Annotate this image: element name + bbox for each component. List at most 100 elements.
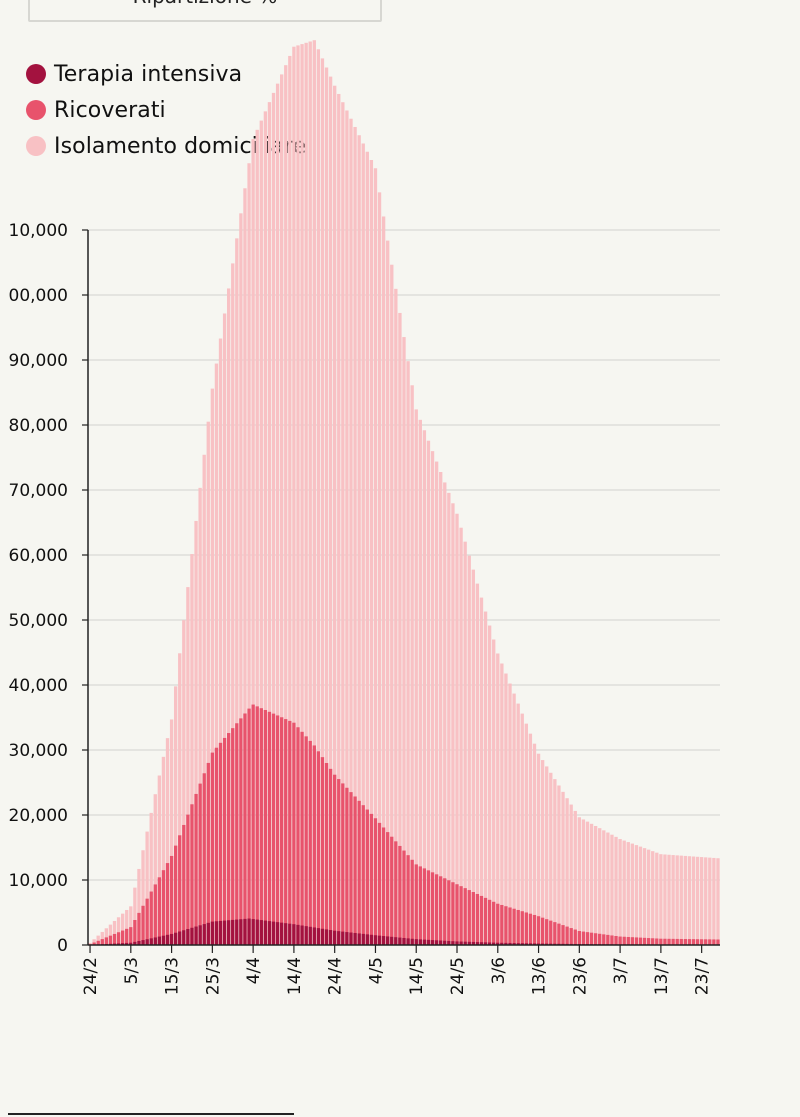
bar-segment [439, 940, 443, 945]
bar-segment [390, 936, 394, 945]
bar-segment [561, 791, 565, 945]
bar-segment [206, 922, 210, 945]
bar-segment [259, 708, 263, 945]
bar-segment [577, 931, 581, 945]
bar-segment [361, 805, 365, 945]
bar-segment [243, 188, 247, 945]
bar-segment [520, 943, 524, 945]
bar-segment [202, 924, 206, 945]
bar-segment [451, 941, 455, 945]
bar-segment [141, 905, 145, 945]
bar-segment [634, 845, 639, 945]
bar-segment [553, 779, 557, 945]
bar-segment [422, 868, 427, 945]
bar-segment [557, 785, 561, 945]
bar-segment [447, 492, 451, 945]
bar-segment [687, 939, 692, 945]
bar-segment [532, 943, 537, 945]
bar-segment [292, 722, 296, 945]
bar-segment [178, 931, 182, 945]
bar-segment [210, 921, 215, 945]
bar-segment [173, 932, 178, 945]
bar-segment [337, 779, 341, 945]
bar-segment [231, 263, 235, 945]
bar-segment [479, 597, 484, 945]
bar-segment [532, 743, 537, 945]
bar-segment [271, 92, 276, 945]
x-tick-label: 13/6 [530, 957, 550, 995]
bar-segment [308, 926, 312, 945]
bar-segment [292, 924, 296, 945]
bar-segment [125, 909, 129, 945]
bar-segment [516, 703, 520, 945]
bar-segment [182, 930, 186, 945]
bar-segment [280, 922, 284, 945]
bar-segment [377, 192, 382, 945]
x-tick-labels: 24/2 5/3 15/3 25/3 4/4 14/4 24/4 4/5 14/5 24/5 3/6… [81, 957, 713, 995]
bar-segment [284, 719, 288, 945]
bar-segment [394, 841, 398, 945]
bar-segment [528, 943, 533, 945]
legend-swatch-terapia-intensiva [26, 64, 46, 84]
bar-segment [679, 938, 683, 945]
bar-segment [426, 870, 431, 945]
bar-segment [646, 938, 651, 945]
partition-box[interactable]: Ripartizione % [28, 0, 382, 22]
bar-segment [516, 943, 520, 945]
bar-segment [271, 921, 276, 945]
bar-segment [157, 775, 162, 945]
bar-segment [512, 693, 516, 945]
y-tick-label: 90,000 [9, 351, 68, 371]
bar-segment [222, 313, 227, 946]
bar-segment [304, 926, 308, 945]
bar-segment [133, 887, 137, 945]
bar-segment [418, 866, 422, 945]
bar-segment [459, 527, 463, 945]
bar-segment [569, 804, 573, 945]
bar-segment [443, 940, 447, 945]
bar-segment [100, 939, 104, 945]
legend-label: Terapia intensiva [54, 61, 243, 87]
bar-segment [471, 892, 475, 945]
bar-segment [149, 891, 153, 945]
legend-item-ricoverati[interactable]: Ricoverati [26, 92, 306, 128]
bar-segment [483, 897, 488, 946]
bar-segment [418, 939, 422, 945]
bar-segment [129, 942, 133, 945]
bar-segment [426, 440, 431, 945]
bar-segment [655, 938, 659, 945]
y-tick-label: 10,000 [9, 871, 68, 891]
bar-segment [259, 920, 263, 945]
bar-segment [308, 740, 312, 945]
bar-segment [516, 909, 520, 945]
bar-segment [125, 928, 129, 945]
bar-segment [210, 752, 215, 945]
bar-segment [231, 919, 235, 945]
bar-segment [386, 936, 390, 945]
bar-segment [386, 240, 390, 946]
bar-segment [251, 704, 255, 945]
bar-segment [239, 718, 243, 945]
bar-segment [120, 943, 125, 945]
bar-segment [536, 753, 541, 945]
bar-segment [349, 118, 353, 946]
bar-segment [169, 933, 174, 945]
legend-item-terapia-intensiva[interactable]: Terapia intensiva [26, 56, 306, 92]
bar-segment [308, 41, 312, 945]
bar-segment [565, 926, 569, 945]
bar-segment [475, 893, 480, 945]
bar-segment [598, 933, 602, 945]
bar-segment [504, 673, 508, 945]
bar-segment [394, 288, 398, 946]
bar-segment [137, 912, 141, 945]
bar-segment [267, 921, 272, 945]
bar-segment [634, 937, 639, 945]
bar-segment [173, 686, 178, 945]
y-tick-label: 0 [57, 936, 68, 956]
bar-segment [255, 129, 259, 945]
bar-segment [651, 851, 655, 945]
bar-segment [406, 361, 410, 945]
bar-segment [186, 814, 190, 945]
bar-segment [622, 936, 626, 945]
bar-segment [145, 831, 149, 945]
